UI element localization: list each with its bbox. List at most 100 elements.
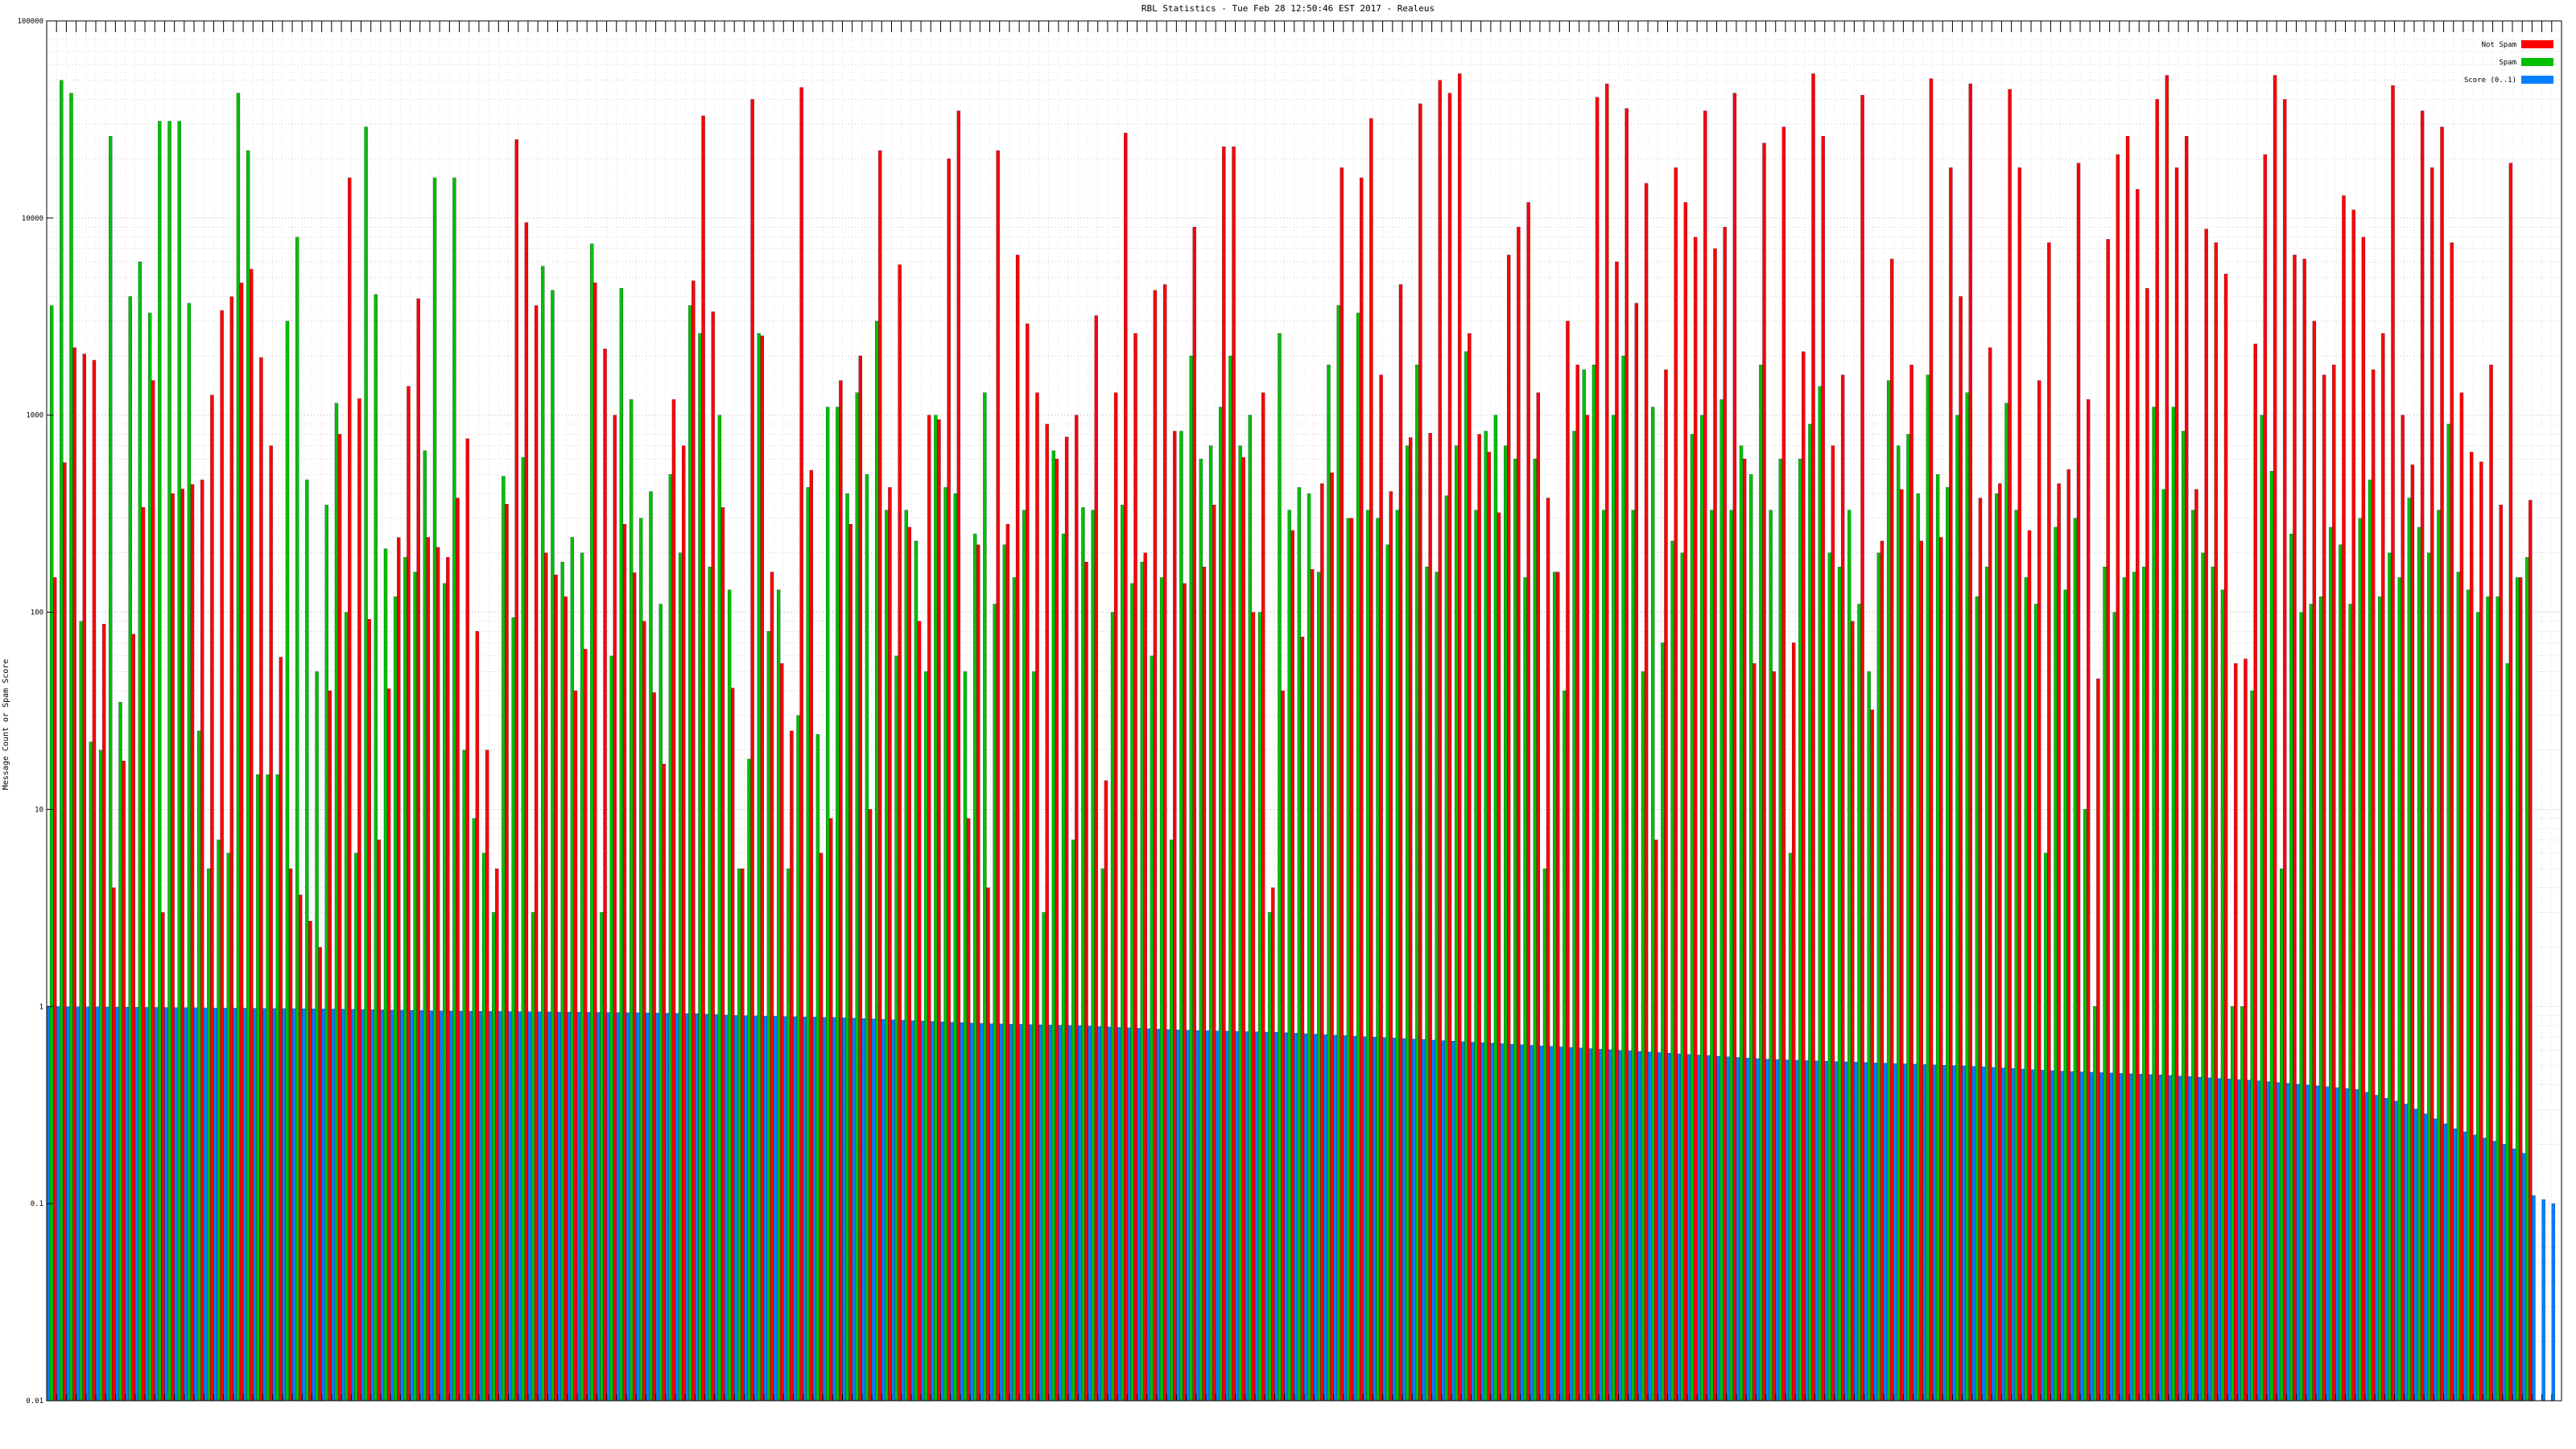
not-spam-bar	[2125, 136, 2130, 1402]
spam-bar	[462, 749, 466, 1402]
spam-bar	[492, 912, 496, 1402]
score-bar	[331, 1009, 336, 1402]
score-bar	[1117, 1027, 1121, 1402]
not-spam-bar	[2223, 274, 2228, 1402]
spam-bar	[708, 567, 712, 1402]
score-bar	[115, 1006, 119, 1402]
spam-bar	[177, 121, 181, 1402]
score-bar	[1598, 1049, 1603, 1402]
score-bar	[272, 1008, 276, 1402]
spam-bar	[1612, 415, 1616, 1402]
spam-bar	[138, 262, 142, 1402]
legend-swatch	[2521, 76, 2553, 84]
score-bar	[2443, 1123, 2447, 1402]
spam-bar	[609, 655, 613, 1402]
score-bar	[2551, 1203, 2555, 1402]
not-spam-bar	[898, 264, 902, 1402]
not-spam-bar	[1889, 258, 1894, 1402]
spam-bar	[2388, 552, 2392, 1402]
not-spam-bar	[613, 415, 617, 1402]
spam-bar	[2318, 597, 2323, 1402]
score-bar	[282, 1008, 287, 1402]
score-bar	[2158, 1075, 2162, 1402]
spam-bar	[1032, 671, 1036, 1402]
score-bar	[2473, 1134, 2477, 1402]
not-spam-bar	[151, 380, 155, 1402]
score-bar	[1864, 1062, 1868, 1402]
score-bar	[1166, 1029, 1170, 1402]
score-bar	[744, 1015, 748, 1402]
legend-swatch	[2521, 58, 2553, 66]
not-spam-bar	[288, 869, 293, 1402]
score-bar	[223, 1008, 227, 1402]
spam-bar	[2348, 604, 2352, 1402]
not-spam-bar	[1929, 78, 1934, 1402]
not-spam-bar	[573, 690, 578, 1402]
spam-bar	[1965, 392, 1969, 1402]
not-spam-bar	[1064, 436, 1069, 1402]
spam-bar	[1228, 355, 1232, 1402]
score-bar	[881, 1019, 886, 1402]
not-spam-bar	[1851, 621, 1855, 1402]
not-spam-bar	[2234, 663, 2238, 1402]
score-bar	[498, 1011, 502, 1402]
score-bar	[576, 1012, 581, 1402]
score-bar	[518, 1011, 522, 1402]
score-bar	[2119, 1073, 2124, 1402]
score-bar	[1078, 1025, 1082, 1402]
not-spam-bar	[1831, 445, 1835, 1402]
score-bar	[2522, 1153, 2526, 1402]
score-bar	[2345, 1088, 2349, 1402]
not-spam-bar	[819, 852, 824, 1402]
spam-bar	[551, 290, 555, 1402]
score-bar	[1176, 1030, 1180, 1402]
score-bar	[704, 1013, 708, 1402]
spam-bar	[1444, 495, 1449, 1402]
score-bar	[2541, 1199, 2545, 1402]
not-spam-bar	[1232, 147, 1236, 1402]
score-bar	[184, 1007, 188, 1402]
not-spam-bar	[397, 537, 401, 1402]
score-bar	[2355, 1089, 2359, 1402]
not-spam-bar	[1595, 97, 1600, 1402]
spam-bar	[2407, 497, 2412, 1402]
score-bar	[2256, 1080, 2260, 1402]
not-spam-bar	[1674, 167, 1678, 1402]
not-spam-bar	[2440, 126, 2444, 1402]
spam-bar	[217, 840, 221, 1402]
spam-bar	[1641, 671, 1645, 1402]
spam-bar	[1327, 365, 1331, 1402]
not-spam-bar	[1035, 392, 1039, 1402]
spam-bar	[727, 589, 732, 1402]
score-bar	[1569, 1046, 1573, 1402]
score-bar	[2483, 1137, 2487, 1402]
spam-bar	[688, 305, 692, 1402]
spam-bar	[1268, 912, 1272, 1402]
score-bar	[1127, 1027, 1131, 1402]
not-spam-bar	[250, 269, 254, 1402]
spam-bar	[1415, 365, 1419, 1402]
spam-bar	[2112, 612, 2116, 1402]
spam-bar	[825, 407, 830, 1402]
spam-bar	[69, 93, 73, 1402]
score-bar	[606, 1012, 610, 1402]
not-spam-bar	[2185, 136, 2189, 1402]
not-spam-bar	[1556, 572, 1560, 1402]
not-spam-bar	[2214, 242, 2219, 1402]
score-bar	[1195, 1030, 1199, 1402]
score-bar	[2090, 1071, 2094, 1402]
not-spam-bar	[2401, 415, 2405, 1402]
spam-bar	[2289, 534, 2293, 1402]
score-bar	[1873, 1063, 1877, 1402]
spam-bar	[747, 758, 751, 1402]
spam-bar	[1926, 374, 1930, 1402]
score-bar	[734, 1015, 738, 1402]
not-spam-bar	[1418, 103, 1422, 1402]
score-bar	[174, 1007, 178, 1402]
score-bar	[2178, 1075, 2182, 1402]
score-bar	[871, 1018, 876, 1402]
score-bar	[1314, 1034, 1318, 1402]
spam-bar	[1022, 510, 1026, 1402]
spam-bar	[128, 296, 132, 1402]
score-bar	[341, 1009, 345, 1402]
